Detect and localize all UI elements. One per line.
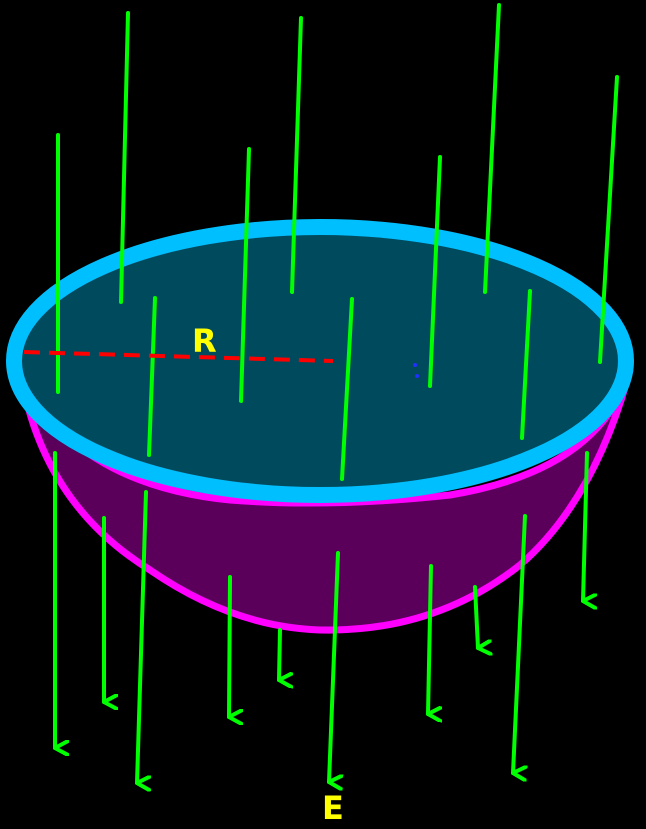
radius-label: R bbox=[192, 322, 217, 360]
center-dot bbox=[413, 363, 417, 367]
field-line bbox=[340, 297, 354, 481]
hemisphere-curved-surface bbox=[18, 368, 634, 634]
radius-line bbox=[23, 350, 334, 363]
field-line-arrow bbox=[581, 451, 587, 601]
center-dot bbox=[415, 374, 419, 378]
field-lines-top bbox=[56, 3, 619, 481]
field-line-arrow bbox=[135, 490, 146, 783]
field-line-arrow bbox=[511, 514, 525, 773]
field-line-arrow bbox=[327, 551, 338, 782]
field-line-arrow bbox=[426, 564, 431, 714]
field-line-arrow bbox=[227, 575, 230, 717]
field-lines-bottom bbox=[53, 451, 587, 783]
field-line bbox=[520, 289, 532, 440]
field-line bbox=[483, 3, 501, 294]
field-line bbox=[239, 147, 251, 403]
field-line bbox=[119, 11, 130, 304]
field-line bbox=[147, 296, 157, 457]
field-line-arrow bbox=[473, 585, 478, 648]
hemisphere-flat-face bbox=[6, 219, 634, 503]
field-line bbox=[428, 155, 442, 388]
field-label: E bbox=[322, 789, 344, 827]
field-line-arrow bbox=[277, 628, 280, 680]
field-line bbox=[598, 75, 619, 364]
field-line bbox=[290, 16, 303, 294]
